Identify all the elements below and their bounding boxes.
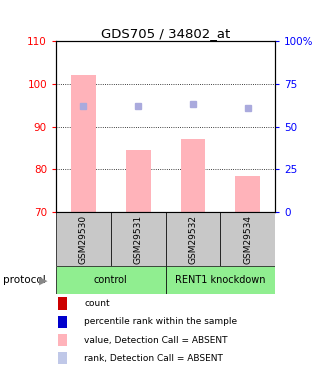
Text: value, Detection Call = ABSENT: value, Detection Call = ABSENT xyxy=(84,336,228,345)
Text: GSM29530: GSM29530 xyxy=(79,214,88,264)
Bar xyxy=(126,150,150,212)
Text: RENT1 knockdown: RENT1 knockdown xyxy=(175,275,266,285)
Bar xyxy=(58,316,67,328)
Bar xyxy=(111,212,166,266)
Text: percentile rank within the sample: percentile rank within the sample xyxy=(84,317,238,326)
Bar xyxy=(220,212,275,266)
Title: GDS705 / 34802_at: GDS705 / 34802_at xyxy=(101,27,230,40)
Bar xyxy=(56,266,166,294)
Bar xyxy=(166,212,220,266)
Bar xyxy=(58,334,67,346)
Text: GSM29534: GSM29534 xyxy=(243,214,252,264)
Bar xyxy=(166,266,275,294)
Bar xyxy=(58,352,67,364)
Text: ▶: ▶ xyxy=(39,275,47,285)
Text: GSM29532: GSM29532 xyxy=(188,214,197,264)
Bar xyxy=(71,75,96,212)
Bar xyxy=(236,176,260,212)
Text: count: count xyxy=(84,299,110,308)
Text: GSM29531: GSM29531 xyxy=(134,214,143,264)
Bar xyxy=(181,140,205,212)
Bar xyxy=(56,212,111,266)
Bar xyxy=(58,297,67,310)
Text: protocol: protocol xyxy=(3,275,46,285)
Text: rank, Detection Call = ABSENT: rank, Detection Call = ABSENT xyxy=(84,354,223,363)
Text: control: control xyxy=(94,275,128,285)
